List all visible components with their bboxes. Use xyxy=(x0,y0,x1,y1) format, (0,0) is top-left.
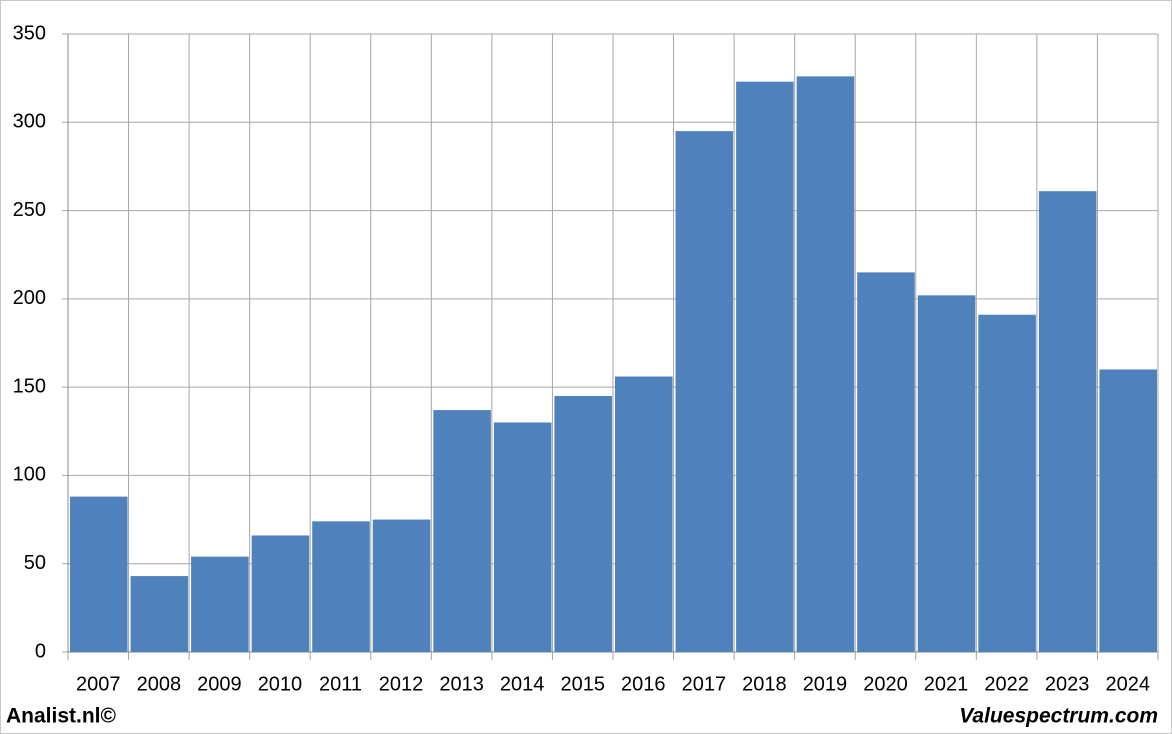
x-tick-label: 2007 xyxy=(76,673,121,695)
x-tick-label: 2008 xyxy=(137,673,182,695)
bar xyxy=(312,521,370,652)
bar xyxy=(615,376,673,652)
x-tick-label: 2022 xyxy=(984,673,1029,695)
x-tick-label: 2012 xyxy=(379,673,424,695)
y-tick-label: 300 xyxy=(13,111,46,133)
bar xyxy=(1099,369,1157,652)
bar xyxy=(554,395,612,652)
bar xyxy=(70,496,128,652)
x-tick-label: 2017 xyxy=(682,673,727,695)
bar xyxy=(917,295,976,652)
x-tick-label: 2024 xyxy=(1105,673,1150,695)
x-tick-label: 2021 xyxy=(924,673,969,695)
bar xyxy=(857,272,915,652)
x-tick-label: 2011 xyxy=(319,673,362,695)
bar xyxy=(796,76,855,653)
y-tick-label: 200 xyxy=(13,287,46,309)
y-tick-label: 100 xyxy=(13,464,46,486)
y-tick-label: 350 xyxy=(13,22,46,44)
y-tick-label: 150 xyxy=(13,375,46,397)
x-tick-label: 2009 xyxy=(197,673,242,695)
y-tick-label: 0 xyxy=(35,640,46,662)
x-tick-label: 2016 xyxy=(621,673,666,695)
x-tick-label: 2010 xyxy=(258,673,303,695)
x-tick-label: 2013 xyxy=(439,673,484,695)
bar xyxy=(736,81,794,652)
bar xyxy=(372,519,431,652)
credit-right: Valuespectrum.com xyxy=(959,705,1158,728)
x-tick-label: 2018 xyxy=(742,673,787,695)
x-tick-label: 2015 xyxy=(560,673,605,695)
x-tick-label: 2014 xyxy=(500,673,545,695)
y-tick-label: 50 xyxy=(24,552,46,574)
bar xyxy=(251,535,310,652)
x-tick-label: 2020 xyxy=(863,673,908,695)
bar xyxy=(1038,191,1097,653)
bar xyxy=(130,576,189,652)
bar xyxy=(675,131,734,653)
credit-left: Analist.nl© xyxy=(6,705,117,728)
bar xyxy=(493,422,552,652)
bar xyxy=(191,556,249,652)
y-tick-label: 250 xyxy=(13,199,46,221)
x-tick-label: 2019 xyxy=(803,673,848,695)
bar xyxy=(433,410,491,652)
x-tick-label: 2023 xyxy=(1045,673,1090,695)
bar xyxy=(978,314,1036,652)
